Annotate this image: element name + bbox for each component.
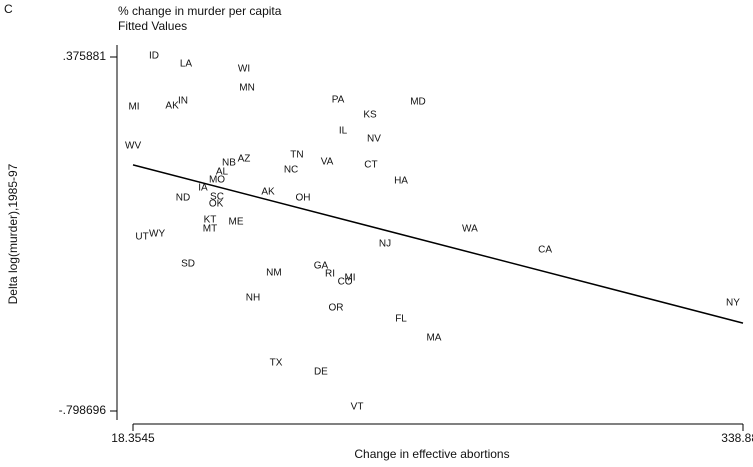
point-label: NB (222, 158, 236, 169)
point-label: MT (203, 224, 217, 235)
point-label: SD (181, 259, 195, 270)
point-label: IA (198, 183, 208, 194)
point-label: ND (176, 193, 190, 204)
point-label: AK (261, 187, 275, 198)
point-label: MA (426, 332, 441, 343)
fitted-line (132, 164, 744, 324)
x-axis-title: Change in effective abortions (354, 447, 509, 461)
point-label: OR (328, 303, 343, 314)
point-label: AL (216, 167, 229, 178)
point-label: CO (338, 276, 353, 287)
y-tick-label: .375881 (63, 49, 107, 63)
point-label: FL (395, 314, 407, 325)
point-label: GA (314, 260, 329, 271)
point-label: WV (125, 141, 141, 152)
point-label: AK (165, 101, 179, 112)
point-label: NV (367, 134, 381, 145)
point-label: OK (209, 199, 224, 210)
x-tick-label: 18.3545 (111, 431, 155, 445)
point-label: VT (351, 402, 364, 413)
point-label: NH (246, 293, 260, 304)
point-label: OH (296, 193, 311, 204)
point-label: TN (290, 150, 303, 161)
point-label: RI (325, 269, 335, 280)
panel-label: C (4, 2, 13, 16)
point-label: KS (363, 109, 377, 120)
point-label: VA (321, 156, 334, 167)
point-label: PA (332, 95, 345, 106)
legend-entry: % change in murder per capita (118, 4, 282, 18)
point-label: MO (209, 175, 225, 186)
point-label: MI (128, 102, 139, 113)
point-label: ME (229, 216, 244, 227)
point-label: NJ (379, 238, 391, 249)
point-label: DE (314, 367, 328, 378)
point-label: LA (180, 59, 193, 70)
point-label: CA (538, 244, 552, 255)
point-label: NY (726, 298, 740, 309)
y-tick-label: -.798696 (59, 403, 107, 417)
point-label: KT (204, 215, 217, 226)
point-label: UT (135, 232, 148, 243)
point-label: WI (238, 64, 250, 75)
point-label: SC (210, 191, 224, 202)
point-label: WA (462, 224, 478, 235)
point-label: IN (178, 96, 188, 107)
point-label: HA (394, 175, 408, 186)
point-label: TX (270, 358, 283, 369)
legend-entry: Fitted Values (118, 19, 187, 33)
point-label: AZ (238, 153, 251, 164)
point-label: ID (149, 51, 159, 62)
x-tick-label: 338.889 (721, 431, 753, 445)
y-axis-title: Delta log(murder),1985-97 (6, 163, 20, 304)
point-label: MI (344, 273, 355, 284)
point-label: NC (284, 165, 298, 176)
point-label: NM (266, 268, 282, 279)
point-label: MN (239, 83, 255, 94)
point-label: CT (364, 160, 377, 171)
point-label: MD (410, 97, 426, 108)
point-label: IL (339, 126, 348, 137)
point-label: WY (149, 229, 165, 240)
